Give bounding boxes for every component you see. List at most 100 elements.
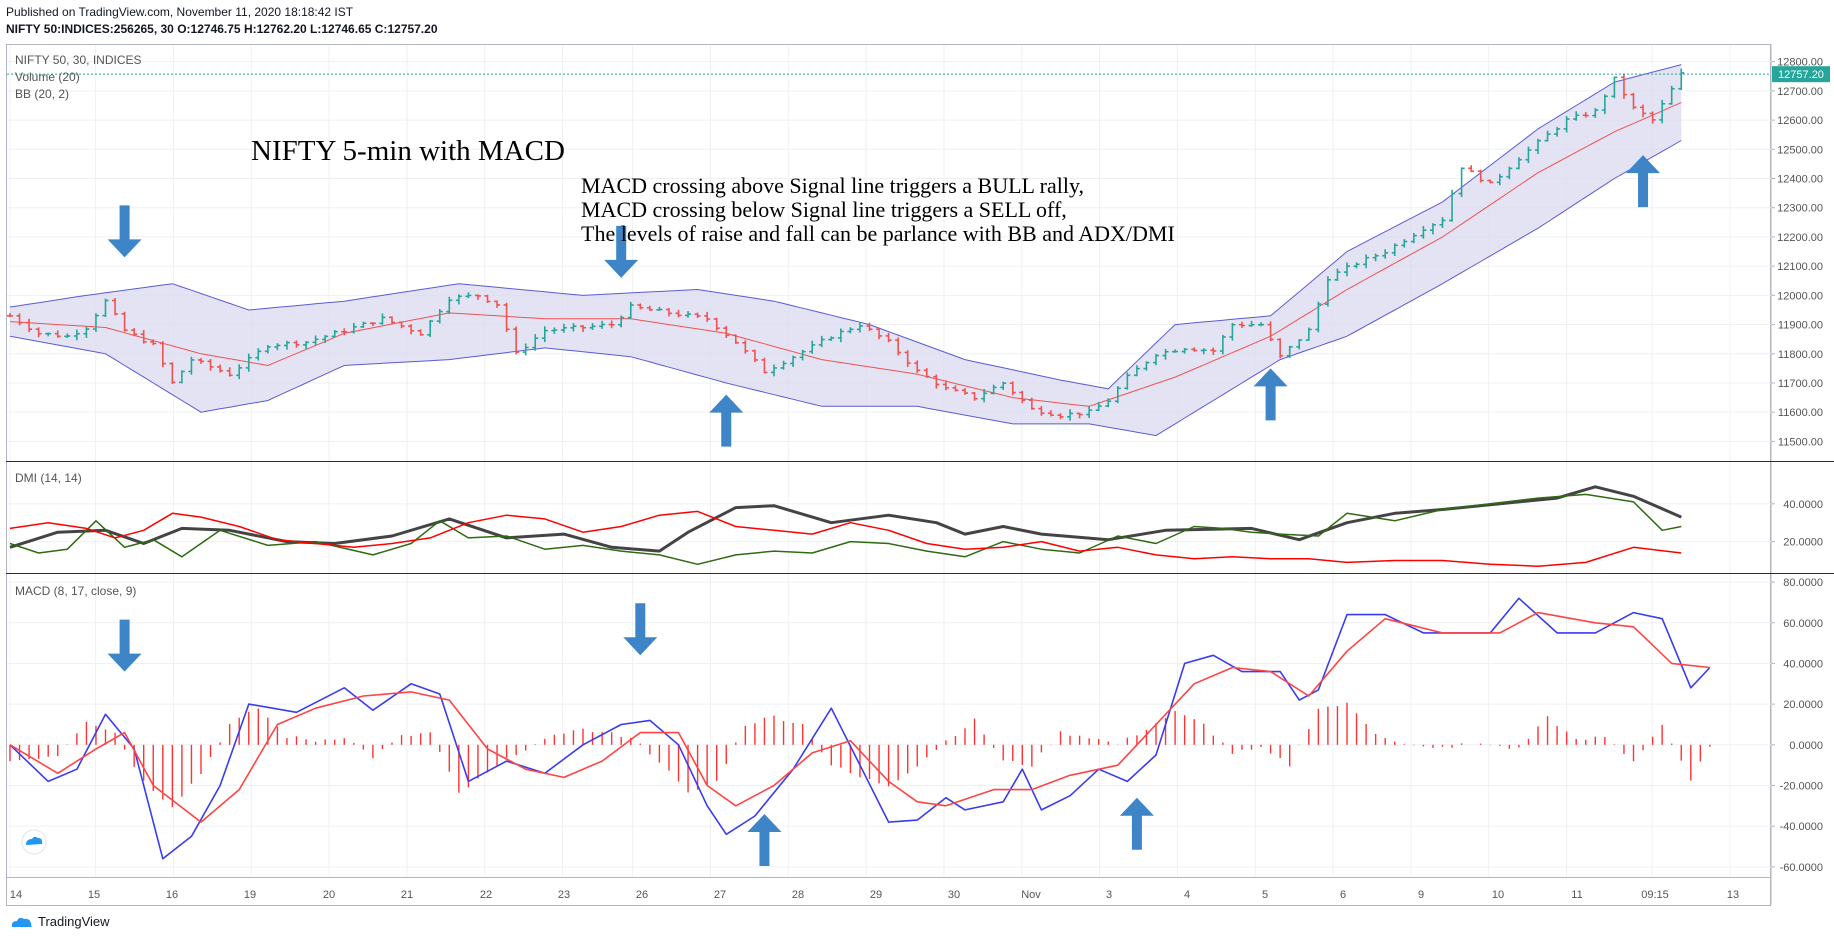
ohlc-bar [312, 335, 319, 346]
ohlc-bar [1086, 406, 1093, 419]
ohlc-bar [522, 343, 529, 356]
footer[interactable]: TradingView [10, 914, 110, 929]
ohlc-bar [1315, 301, 1322, 333]
ohlc-bar [207, 358, 214, 371]
symbol-label: NIFTY 50:INDICES:256265, 30 [6, 22, 174, 36]
ohlc-bar [1592, 108, 1599, 118]
ohlc-bar [494, 300, 501, 308]
time-axis-label: 15 [88, 889, 100, 901]
price-axis-label: 12700.00 [1777, 86, 1823, 98]
time-axis-label: 14 [10, 889, 22, 901]
ohlc-bar [627, 301, 634, 320]
ohlc-bar [360, 321, 367, 328]
annotation-line-1: MACD crossing above Signal line triggers… [581, 173, 1084, 198]
up-arrow-icon [1626, 155, 1661, 208]
ohlc-bar [92, 313, 99, 332]
up-arrow-icon [1253, 368, 1288, 421]
ohlc-bar [379, 313, 386, 325]
ohlc-bar [990, 384, 997, 395]
ohlc-h-value: 12762.20 [256, 22, 307, 36]
ohlc-bar [322, 335, 329, 344]
ohlc-bar [1248, 320, 1255, 327]
dmi-pane [9, 485, 1682, 567]
price-axis-label: 11600.00 [1778, 407, 1823, 419]
ohlc-bar [971, 392, 978, 401]
ohlc-bar [532, 334, 539, 351]
ohlc-bar [408, 324, 415, 335]
ohlc-bar [1334, 268, 1341, 281]
ohlc-bar [159, 341, 166, 368]
ohlc-bar [264, 344, 271, 354]
ohlc-bar [914, 360, 921, 374]
price-axis-label: 11900.00 [1778, 320, 1823, 332]
ohlc-bar [646, 305, 653, 311]
ohlc-bar [1067, 409, 1074, 421]
ohlc-bar [35, 327, 42, 338]
ohlc-bar [1238, 321, 1245, 328]
tradingview-logo-icon [11, 917, 32, 927]
ohlc-bar [560, 323, 567, 333]
ohlc-bar [923, 368, 930, 378]
ohlc-bar [732, 334, 739, 344]
published-note: Published on TradingView.com, November 1… [6, 5, 354, 19]
annotation-title: NIFTY 5-min with MACD [251, 135, 565, 167]
price-axis-label: 11500.00 [1778, 436, 1823, 448]
ohlc-o-key: O: [177, 22, 191, 36]
ohlc-bar [713, 317, 720, 331]
ohlc-bar [856, 321, 863, 333]
ohlc-bar [761, 357, 768, 374]
ohlc-bar [1515, 157, 1522, 170]
ohlc-bar [1028, 397, 1035, 410]
ohlc-bar [331, 329, 338, 338]
time-axis-label: 6 [1340, 889, 1346, 901]
dmi-axis-label: 20.0000 [1783, 537, 1823, 549]
ohlc-bar [45, 332, 52, 337]
up-arrow-icon [1119, 797, 1154, 850]
ohlc-bar [236, 364, 243, 380]
macd-axis-label: 0.0000 [1789, 740, 1823, 752]
ohlc-bar [1191, 347, 1198, 352]
ohlc-bar [1296, 339, 1303, 350]
ohlc-bar [1267, 321, 1274, 342]
ohlc-l-key: L: [310, 22, 322, 36]
ohlc-bar [503, 302, 510, 332]
ohlc-bar [541, 326, 548, 343]
ohlc-bar [1258, 322, 1265, 327]
down-arrow-icon [623, 603, 658, 656]
time-axis-label: 27 [714, 889, 726, 901]
ohlc-bar [1219, 334, 1226, 355]
time-axis-label: 11 [1571, 889, 1582, 901]
macd-axis-label: -60.0000 [1780, 862, 1823, 874]
ohlc-bar [1429, 223, 1436, 235]
ohlc-bar [1659, 99, 1666, 124]
price-axis-label: 12100.00 [1777, 261, 1823, 273]
ohlc-bar [1133, 365, 1140, 377]
ohlc-bar [570, 323, 577, 332]
ohlc-bar [1143, 361, 1150, 371]
ohlc-bar [1487, 179, 1494, 184]
ohlc-c-value: 12757.20 [387, 22, 438, 36]
ohlc-bar [369, 322, 376, 327]
bb-lower-line [9, 140, 1682, 437]
logo-mark[interactable] [21, 829, 47, 855]
ohlc-bar [885, 332, 892, 343]
ohlc-bar [1449, 189, 1456, 222]
ohlc-bar [580, 325, 586, 333]
ohlc-bar [751, 349, 758, 363]
ohlc-bar [962, 388, 968, 395]
bb-fill [10, 64, 1682, 436]
time-axis-label: 9 [1418, 889, 1424, 901]
macd-axis-label: -40.0000 [1780, 821, 1823, 833]
ohlc-bar [474, 294, 481, 300]
ohlc-bar [64, 333, 71, 338]
ohlc-bar [1678, 68, 1685, 91]
ohlc-bar [551, 327, 558, 334]
ohlc-bar [465, 292, 472, 299]
ohlc-bar [1630, 92, 1637, 110]
macd-pane [9, 597, 1711, 860]
ohlc-bar [1172, 349, 1179, 353]
ohlc-bar [1363, 254, 1370, 269]
ohlc-bar [398, 321, 405, 329]
ohlc-bar [904, 350, 911, 367]
